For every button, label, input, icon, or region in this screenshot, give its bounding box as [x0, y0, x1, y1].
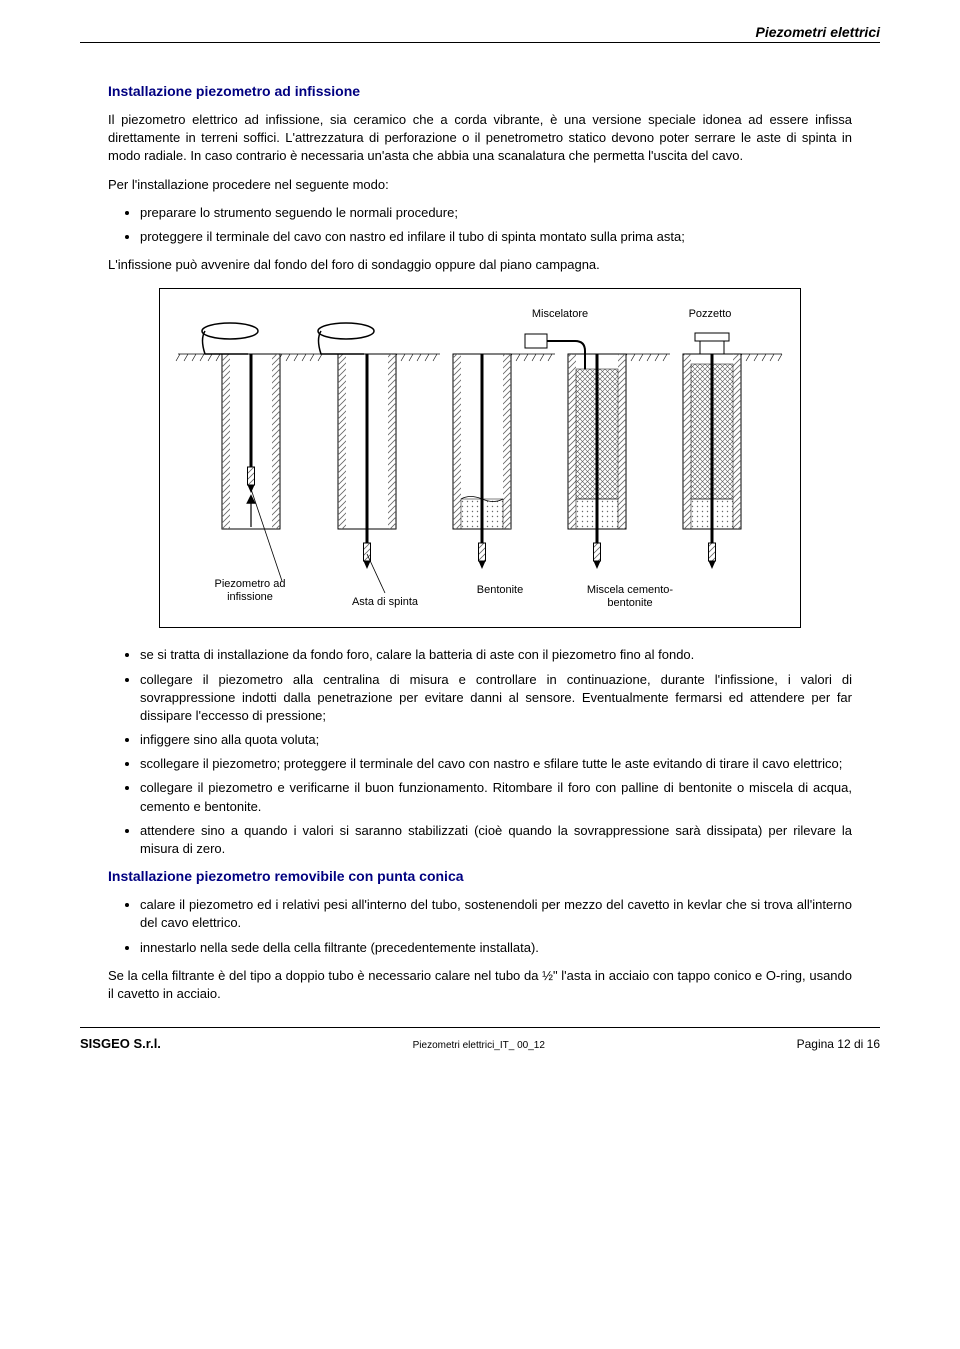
page-header-title: Piezometri elettrici [80, 24, 880, 40]
section2-bullets: calare il piezometro ed i relativi pesi … [108, 896, 852, 957]
diagram-label-miscela-l2: bentonite [607, 597, 652, 609]
list-item: infiggere sino alla quota voluta; [140, 731, 852, 749]
diagram-label-miscelatore: Miscelatore [532, 308, 588, 320]
section1-p1: Il piezometro elettrico ad infissione, s… [108, 111, 852, 166]
section2-heading: Installazione piezometro removibile con … [108, 868, 852, 884]
section1-p3: L'infissione può avvenire dal fondo del … [108, 256, 852, 274]
section2-p1: Se la cella filtrante è del tipo a doppi… [108, 967, 852, 1003]
list-item: collegare il piezometro e verificarne il… [140, 779, 852, 815]
page-footer: SISGEO S.r.l. Piezometri elettrici_IT_ 0… [80, 1036, 880, 1051]
diagram-label-miscela-l1: Miscela cemento- [587, 584, 674, 596]
list-item: se si tratta di installazione da fondo f… [140, 646, 852, 664]
diagram-label-asta: Asta di spinta [352, 596, 419, 608]
list-item: collegare il piezometro alla centralina … [140, 671, 852, 726]
diagram-label-bentonite: Bentonite [477, 584, 523, 596]
section1-p2: Per l'installazione procedere nel seguen… [108, 176, 852, 194]
footer-docid: Piezometri elettrici_IT_ 00_12 [413, 1040, 545, 1051]
footer-pagenum: Pagina 12 di 16 [797, 1037, 880, 1051]
header-rule [80, 42, 880, 43]
section1-heading: Installazione piezometro ad infissione [108, 83, 852, 99]
list-item: scollegare il piezometro; proteggere il … [140, 755, 852, 773]
list-item: calare il piezometro ed i relativi pesi … [140, 896, 852, 932]
section1-bullets1: preparare lo strumento seguendo le norma… [108, 204, 852, 246]
diagram-label-pozzetto: Pozzetto [689, 308, 732, 320]
footer-company: SISGEO S.r.l. [80, 1036, 161, 1051]
list-item: innestarlo nella sede della cella filtra… [140, 939, 852, 957]
list-item: preparare lo strumento seguendo le norma… [140, 204, 852, 222]
installation-diagram: Miscelatore Pozzetto [159, 288, 801, 628]
section1-bullets2: se si tratta di installazione da fondo f… [108, 646, 852, 858]
list-item: proteggere il terminale del cavo con nas… [140, 228, 852, 246]
list-item: attendere sino a quando i valori si sara… [140, 822, 852, 858]
diagram-label-piezometro-l1: Piezometro ad [215, 578, 286, 590]
footer-rule [80, 1027, 880, 1028]
diagram-label-piezometro-l2: infissione [227, 591, 273, 603]
